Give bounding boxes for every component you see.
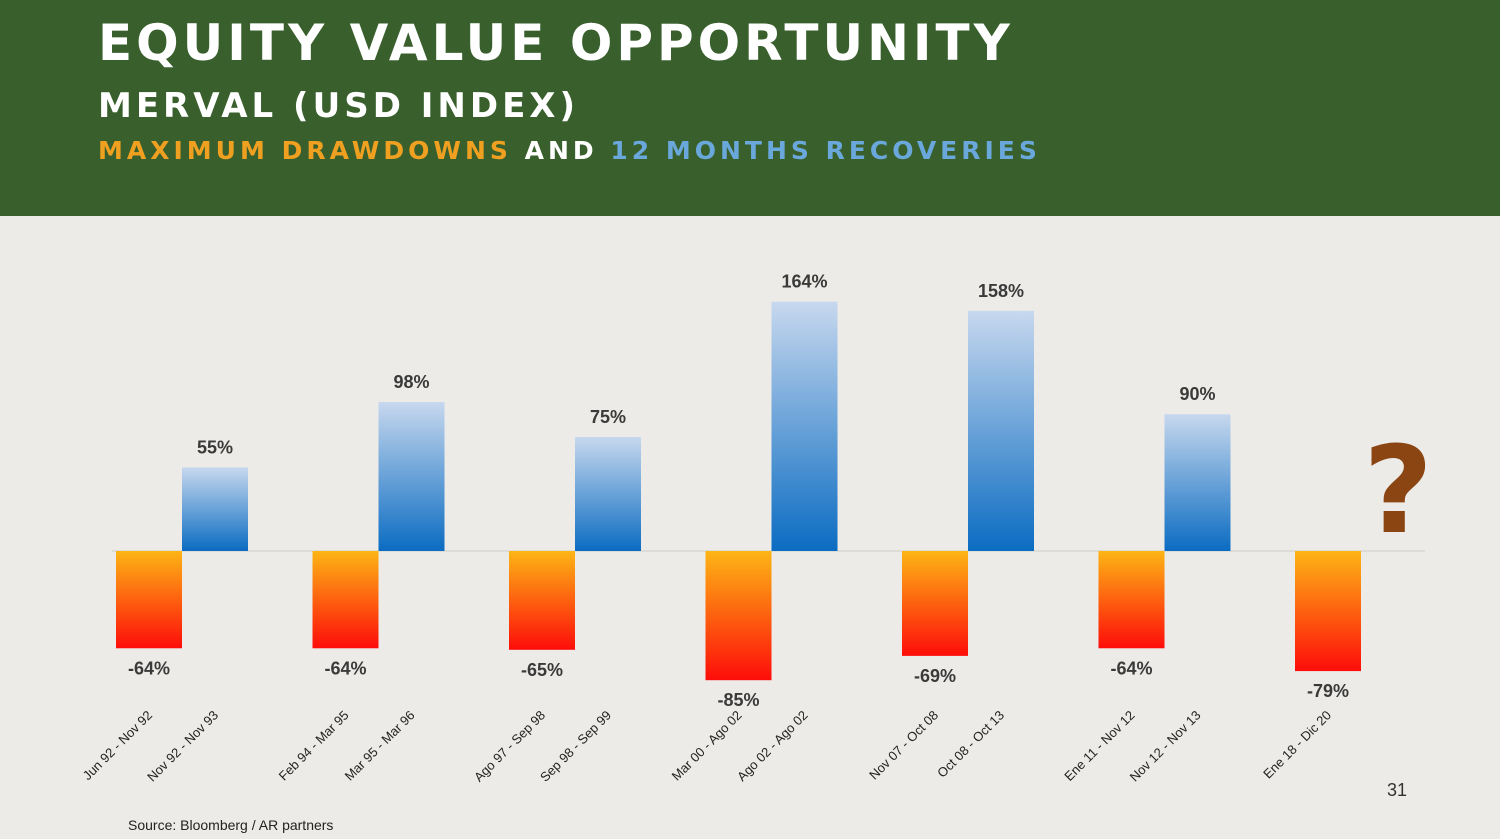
x-tick-label: Ago 97 - Sep 98 xyxy=(471,708,548,785)
recovery-bar xyxy=(378,402,445,551)
recovery-bar xyxy=(575,437,641,551)
x-tick-label: Oct 08 - Oct 13 xyxy=(934,708,1007,781)
caption-and: AND xyxy=(524,136,598,165)
drawdown-bar xyxy=(116,551,182,649)
recovery-value-label: 158% xyxy=(978,281,1024,301)
drawdown-bar xyxy=(1295,551,1361,672)
drawdown-bar xyxy=(1098,551,1165,649)
drawdown-value-label: -65% xyxy=(521,660,563,680)
caption-drawdowns: MAXIMUM DRAWDOWNS xyxy=(98,136,512,165)
drawdown-bar xyxy=(902,551,968,656)
x-tick-label: Mar 95 - Mar 96 xyxy=(342,708,418,784)
recovery-bar xyxy=(1164,414,1231,551)
drawdown-value-label: -64% xyxy=(128,658,170,678)
drawdown-recovery-chart: -64% Jun 92 - Nov 92 55% Nov 92 - Nov 93 -64… xyxy=(80,272,1433,785)
recovery-bar xyxy=(771,301,838,551)
drawdown-bar xyxy=(312,551,379,649)
x-tick-label: Mar 00 - Ago 02 xyxy=(669,708,745,784)
recovery-value-label: 55% xyxy=(197,437,233,457)
drawdown-value-label: -64% xyxy=(324,658,366,678)
source-note: Source: Bloomberg / AR partners xyxy=(128,817,334,833)
drawdown-value-label: -69% xyxy=(914,666,956,686)
drawdown-bar xyxy=(705,551,772,681)
header-banner: EQUITY VALUE OPPORTUNITY MERVAL (USD IND… xyxy=(0,0,1500,216)
page-subtitle: MERVAL (USD INDEX) xyxy=(98,86,580,126)
recovery-value-label: 98% xyxy=(393,372,429,392)
drawdown-value-label: -85% xyxy=(717,690,759,710)
x-tick-label: Jun 92 - Nov 92 xyxy=(80,708,156,784)
page-number: 31 xyxy=(1387,780,1408,800)
recovery-value-label: 75% xyxy=(590,407,626,427)
x-tick-label: Ago 02 - Ago 02 xyxy=(734,708,811,785)
recovery-bar xyxy=(968,310,1034,551)
x-tick-label: Ene 11 - Nov 12 xyxy=(1061,708,1137,784)
drawdown-value-label: -64% xyxy=(1110,658,1152,678)
x-tick-label: Nov 07 - Oct 08 xyxy=(866,708,941,783)
recovery-bar xyxy=(182,467,248,551)
drawdown-value-label: -79% xyxy=(1307,681,1349,701)
caption-recoveries: 12 MONTHS RECOVERIES xyxy=(610,136,1041,165)
drawdown-bar xyxy=(509,551,575,650)
x-tick-label: Nov 92 - Nov 93 xyxy=(144,708,221,785)
recovery-value-label: 90% xyxy=(1179,384,1215,404)
recovery-value-label: 164% xyxy=(781,272,827,292)
chart-caption: MAXIMUM DRAWDOWNS AND 12 MONTHS RECOVERI… xyxy=(98,136,1041,165)
x-tick-label: Ene 18 - Dic 20 xyxy=(1260,708,1334,782)
x-tick-label: Nov 12 - Nov 13 xyxy=(1127,708,1204,785)
x-tick-label: Sep 98 - Sep 99 xyxy=(537,708,614,785)
page-title: EQUITY VALUE OPPORTUNITY xyxy=(98,14,1014,72)
question-mark: ? xyxy=(1363,422,1433,561)
x-tick-label: Feb 94 - Mar 95 xyxy=(276,708,352,784)
